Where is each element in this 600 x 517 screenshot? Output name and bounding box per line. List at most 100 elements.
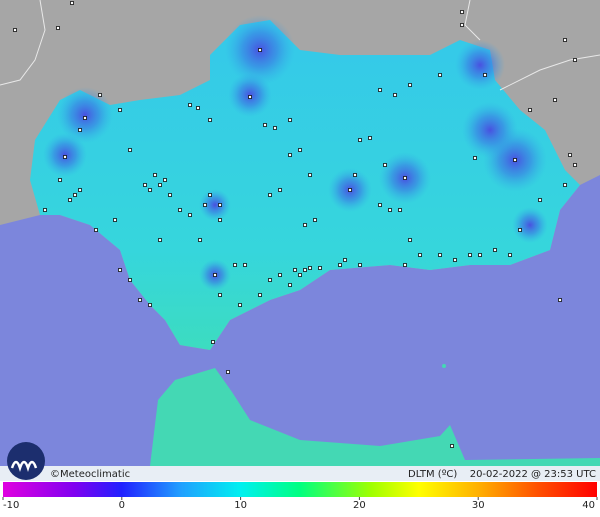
station [98, 93, 102, 97]
sea [0, 175, 600, 466]
station [273, 126, 277, 130]
station [568, 153, 572, 157]
info-bar [0, 466, 600, 481]
station [343, 258, 347, 262]
colorbar-tick-label: 20 [353, 500, 366, 511]
station [143, 183, 147, 187]
stations [13, 1, 577, 448]
station [563, 183, 567, 187]
station [268, 193, 272, 197]
station [198, 238, 202, 242]
station [203, 203, 207, 207]
station [278, 188, 282, 192]
station [208, 193, 212, 197]
station [318, 266, 322, 270]
station [288, 118, 292, 122]
station [158, 238, 162, 242]
colorbar-tick-label: 10 [234, 500, 247, 511]
station [378, 88, 382, 92]
islet [442, 364, 446, 368]
station [450, 444, 454, 448]
station [168, 193, 172, 197]
station [408, 83, 412, 87]
station [243, 263, 247, 267]
station [573, 163, 577, 167]
station [473, 156, 477, 160]
station [128, 148, 132, 152]
station [378, 203, 382, 207]
station [468, 253, 472, 257]
station [83, 116, 87, 120]
station [178, 208, 182, 212]
station [518, 228, 522, 232]
station [483, 73, 487, 77]
station [233, 263, 237, 267]
station [298, 148, 302, 152]
station [393, 93, 397, 97]
timestamp: 20-02-2022 @ 23:53 UTC [470, 469, 596, 480]
station [258, 48, 262, 52]
station [558, 298, 562, 302]
station [358, 138, 362, 142]
station [553, 98, 557, 102]
station [573, 58, 577, 62]
station [368, 136, 372, 140]
station [13, 28, 17, 32]
station [78, 128, 82, 132]
station [308, 266, 312, 270]
station [218, 293, 222, 297]
station [148, 188, 152, 192]
colorbar-tick-label: 40 [582, 500, 595, 511]
station [118, 108, 122, 112]
station [226, 370, 230, 374]
station [268, 278, 272, 282]
station [218, 218, 222, 222]
station [438, 73, 442, 77]
station [383, 163, 387, 167]
station [43, 208, 47, 212]
station [238, 303, 242, 307]
station [218, 203, 222, 207]
variable: DLTM (ºC) [408, 469, 457, 480]
station [73, 193, 77, 197]
station [308, 173, 312, 177]
station [453, 258, 457, 262]
station [303, 268, 307, 272]
station [403, 263, 407, 267]
station [408, 238, 412, 242]
station [313, 218, 317, 222]
station [278, 273, 282, 277]
station [128, 278, 132, 282]
station [460, 23, 464, 27]
station [258, 293, 262, 297]
station [288, 153, 292, 157]
station [388, 208, 392, 212]
station [403, 176, 407, 180]
logo-mark [10, 460, 38, 472]
colorbar [3, 482, 597, 497]
andalusia [30, 20, 580, 350]
station [460, 10, 464, 14]
station [348, 188, 352, 192]
station [196, 106, 200, 110]
logo [7, 442, 45, 480]
station [418, 253, 422, 257]
colorbar-tick-label: -10 [3, 500, 19, 511]
station [56, 26, 60, 30]
station [493, 248, 497, 252]
colorbar-tick-label: 30 [472, 500, 485, 511]
station [138, 298, 142, 302]
station [353, 173, 357, 177]
station [358, 263, 362, 267]
colorbar-ticks: -10 0 10 20 30 40 [2, 497, 598, 511]
station [298, 273, 302, 277]
station [513, 158, 517, 162]
station [208, 118, 212, 122]
station [213, 273, 217, 277]
station [293, 268, 297, 272]
station [70, 1, 74, 5]
station [248, 95, 252, 99]
credit: ©Meteoclimatic [50, 469, 130, 480]
station [211, 340, 215, 344]
